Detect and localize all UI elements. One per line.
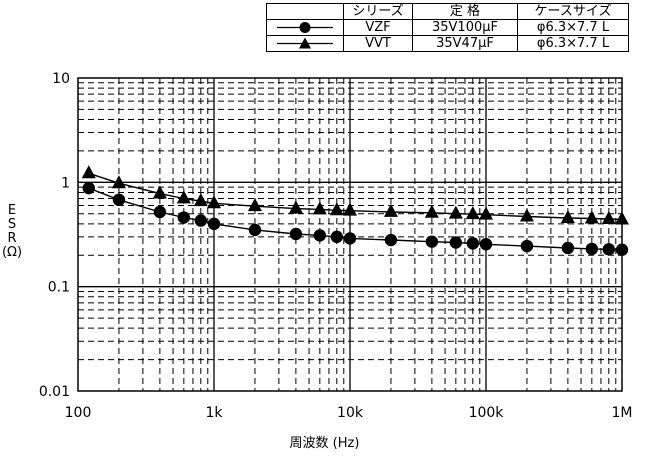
data-point (383, 203, 398, 217)
legend-series-rating: 35V47μF (412, 35, 518, 52)
data-point (111, 175, 126, 189)
data-point (194, 214, 208, 227)
triangle-marker-icon (277, 37, 333, 49)
data-point (152, 185, 167, 199)
plot-frame (77, 77, 623, 392)
legend-series-name: VZF (343, 19, 413, 36)
data-point (288, 200, 303, 214)
data-point (479, 238, 493, 251)
data-point (466, 237, 480, 250)
x-tick-label: 1k (205, 405, 223, 421)
data-point (343, 202, 357, 216)
data-point (425, 235, 439, 248)
data-point (289, 227, 303, 241)
data-point (330, 230, 344, 244)
y-axis-title-line: S (7, 217, 17, 232)
data-point (81, 165, 96, 179)
legend-series-rating: 35V100μF (412, 19, 518, 36)
legend-header-case-size: ケースサイズ (517, 3, 629, 20)
legend-marker-vvt (266, 35, 344, 52)
series-line (88, 172, 623, 221)
data-point (601, 210, 616, 224)
data-point (519, 208, 534, 222)
legend-series-case-size: φ6.3×7.7 L (517, 19, 629, 36)
legend-header-rating: 定 格 (412, 3, 518, 20)
y-axis-title-line: (Ω) (1, 245, 23, 260)
y-tick-label: 0.1 (48, 280, 70, 296)
x-tick-label: 100 (65, 405, 92, 421)
data-point (193, 193, 208, 207)
series-layer (81, 165, 629, 256)
data-point (82, 181, 95, 195)
data-point (247, 198, 262, 212)
data-point (448, 205, 463, 219)
data-point (465, 206, 480, 220)
y-axis-title: E S R (Ω) (0, 204, 24, 260)
data-point (176, 190, 191, 204)
y-tick-label: 0.01 (39, 384, 70, 400)
data-point (343, 232, 357, 245)
data-point (177, 211, 191, 224)
legend-header-row: シリーズ 定 格 ケースサイズ (266, 3, 629, 20)
data-point (424, 204, 439, 218)
x-tick-label: 1M (612, 405, 633, 421)
legend-series-case-size: φ6.3×7.7 L (517, 35, 629, 52)
data-point (329, 202, 344, 216)
legend-header-series: シリーズ (343, 3, 413, 20)
y-axis-title-line: R (7, 231, 17, 246)
data-point (584, 210, 599, 224)
series-vvt (81, 165, 629, 225)
data-point (479, 206, 493, 220)
data-point (560, 209, 575, 223)
data-point (312, 201, 327, 215)
x-tick-label: 100k (469, 405, 505, 421)
y-tick-label: 10 (52, 71, 70, 87)
data-point (615, 211, 629, 225)
data-point (207, 195, 221, 209)
data-point (449, 236, 463, 249)
data-point (248, 223, 262, 237)
legend-row-vvt: VVT 35V47μF φ6.3×7.7 L (266, 35, 629, 52)
x-tick-label: 10k (337, 405, 364, 421)
data-point (615, 243, 629, 256)
data-point (520, 239, 534, 253)
legend-marker-vzf (266, 19, 344, 36)
tick-labels: 100 1k 10k 100k 1M 10 1 0.1 0.01 (39, 71, 633, 421)
legend-row-vzf: VZF 35V100μF φ6.3×7.7 L (266, 19, 629, 36)
data-point (602, 243, 616, 256)
data-point (313, 229, 327, 242)
y-axis-title-line: E (7, 203, 17, 218)
data-point (561, 241, 575, 255)
series-vzf (82, 181, 629, 256)
data-point (585, 242, 599, 256)
x-axis-title: 周波数 (Hz) (289, 436, 360, 451)
legend-series-name: VVT (343, 35, 413, 52)
data-point (384, 233, 398, 247)
circle-marker-icon (277, 22, 333, 33)
data-point (153, 205, 167, 219)
legend-table: シリーズ 定 格 ケースサイズ VZF 35V100μF φ6.3×7.7 L … (266, 3, 629, 52)
data-point (112, 193, 126, 207)
data-point (207, 217, 221, 231)
y-tick-label: 1 (61, 175, 70, 191)
legend-header-blank (266, 3, 344, 20)
